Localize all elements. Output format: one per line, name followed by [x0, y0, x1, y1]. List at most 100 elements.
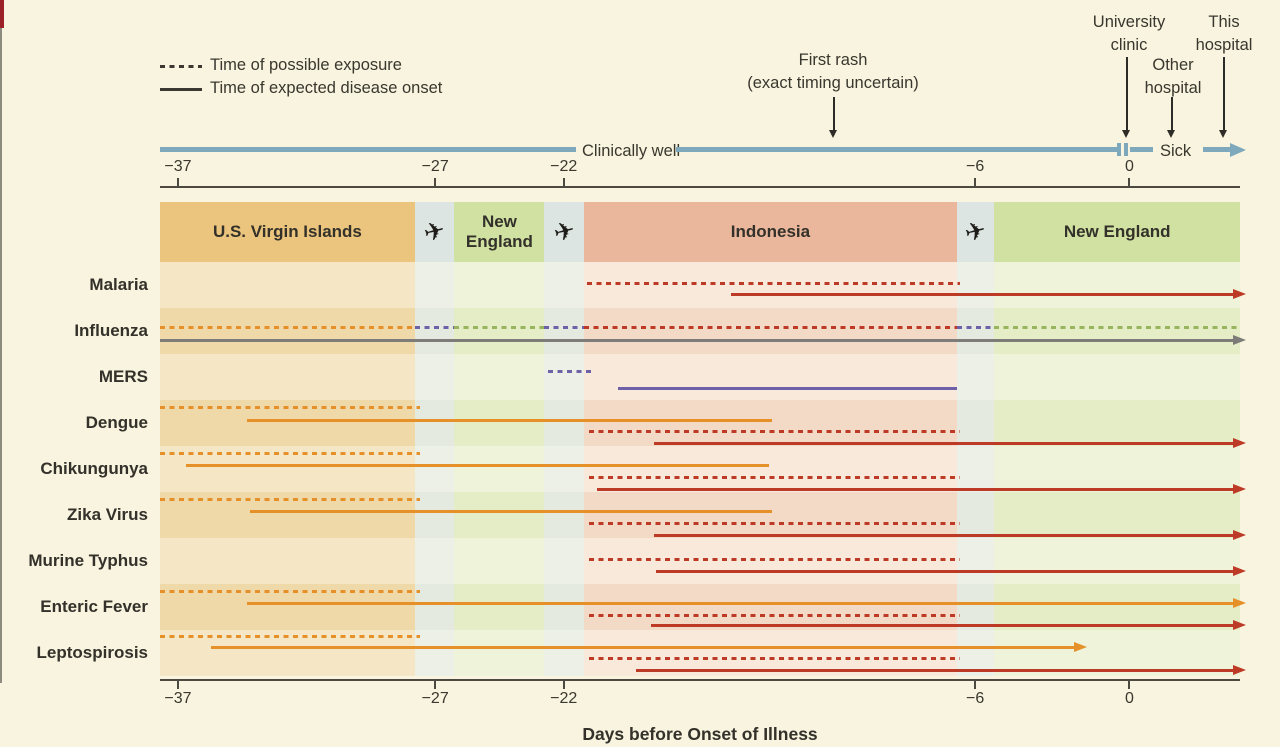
solid-red-line	[653, 533, 1234, 537]
region-cell	[454, 400, 545, 446]
row-label-chikungunya: Chikungunya	[40, 459, 148, 478]
top-axis-tick	[434, 178, 437, 186]
solid-orange-line	[211, 645, 1075, 649]
bottom-axis-tick	[974, 681, 977, 689]
line-arrowhead	[1233, 597, 1246, 608]
other-hospital-line1: Other	[1152, 56, 1194, 74]
region-cell	[584, 630, 957, 676]
bottom-axis-ticklabel: −6	[966, 690, 985, 707]
university-clinic-line2: clinic	[1110, 36, 1148, 54]
annotation-university-clinic: University clinic	[1049, 11, 1209, 57]
region-cell	[994, 262, 1240, 308]
row-label-dengue: Dengue	[85, 413, 148, 432]
region-cell	[544, 492, 585, 538]
bottom-axis-ticklabel: −22	[550, 690, 578, 707]
row-label-leptospirosis: Leptospirosis	[36, 643, 148, 662]
dashed-orange-line	[160, 325, 415, 329]
region-cell	[454, 630, 545, 676]
legend-dashed-label: Time of possible exposure	[210, 56, 402, 74]
region-cell	[454, 446, 545, 492]
dashed-red-line	[589, 475, 960, 479]
row-label-murine-typhus: Murine Typhus	[28, 551, 148, 570]
region-cell	[454, 492, 545, 538]
university-clinic-line1: University	[1092, 13, 1166, 31]
dashed-orange-line	[160, 634, 420, 638]
annotation-other-hospital: Other hospital	[1113, 54, 1233, 100]
line-arrowhead	[1233, 334, 1246, 345]
region-header-4	[584, 202, 957, 262]
region-cell	[994, 354, 1240, 400]
this-hospital-arrow-stem	[1222, 57, 1225, 130]
region-cell	[454, 308, 545, 354]
region-cell	[160, 354, 415, 400]
top-axis-ticklabel: −27	[421, 158, 449, 175]
line-arrowhead	[1233, 565, 1246, 576]
bottom-axis-line	[160, 679, 1240, 681]
dashed-green-line	[454, 325, 545, 329]
region-cell	[956, 446, 995, 492]
first-rash-arrow-stem	[832, 97, 835, 130]
dashed-orange-line	[160, 497, 420, 501]
region-cell	[584, 262, 957, 308]
region-cell	[544, 538, 585, 584]
page-border-gray	[0, 28, 2, 683]
status-bar-segment	[1203, 147, 1232, 152]
solid-red-line	[653, 441, 1234, 445]
region-cell	[994, 400, 1240, 446]
solid-red-line	[635, 668, 1234, 672]
row-label-enteric-fever: Enteric Fever	[40, 597, 148, 616]
region-cell	[414, 492, 455, 538]
region-cell	[584, 584, 957, 630]
legend-solid-label: Time of expected disease onset	[210, 79, 443, 97]
region-cell	[544, 630, 585, 676]
dashed-red-line	[584, 325, 957, 329]
bottom-axis-ticklabel: 0	[1124, 690, 1134, 707]
solid-red-line	[597, 487, 1234, 491]
region-cell	[584, 492, 957, 538]
region-cell	[956, 584, 995, 630]
region-cell	[414, 308, 455, 354]
solid-gray-line	[160, 338, 1234, 342]
dashed-red-line	[589, 521, 960, 525]
bottom-axis-tick	[1128, 681, 1131, 689]
region-cell	[956, 308, 995, 354]
other-hospital-arrow-tip	[1167, 130, 1176, 138]
solid-orange-line	[250, 509, 772, 513]
this-hospital-arrow-tip	[1218, 130, 1227, 138]
dashed-orange-line	[160, 589, 420, 593]
region-cell	[414, 400, 455, 446]
university-clinic-arrow-stem	[1125, 57, 1128, 130]
other-hospital-arrow-stem	[1171, 97, 1174, 130]
region-cell	[544, 354, 585, 400]
line-arrowhead	[1233, 437, 1246, 448]
dashed-green-line	[994, 325, 1240, 329]
region-cell	[584, 308, 957, 354]
top-axis-line	[160, 186, 1240, 188]
region-label-4: Indonesia	[730, 222, 811, 241]
region-cell	[454, 538, 545, 584]
region-header-3	[544, 202, 585, 262]
region-cell	[454, 584, 545, 630]
region-cell	[544, 446, 585, 492]
line-arrowhead	[1233, 529, 1246, 540]
region-header-5	[956, 202, 995, 262]
region-cell	[414, 584, 455, 630]
row-label-malaria: Malaria	[89, 275, 148, 294]
region-cell	[160, 262, 415, 308]
dashed-orange-line	[160, 405, 420, 409]
airplane-icon: ✈	[550, 215, 578, 249]
region-cell	[956, 262, 995, 308]
region-cell	[956, 538, 995, 584]
first-rash-line1: First rash	[798, 51, 868, 69]
dashed-purple-line	[544, 325, 585, 329]
dashed-red-line	[589, 613, 960, 617]
region-cell	[994, 308, 1240, 354]
region-header-2	[454, 202, 545, 262]
dashed-purple-line	[548, 369, 592, 373]
dashed-orange-line	[160, 451, 420, 455]
top-axis-tick	[562, 178, 565, 186]
page-border-red	[0, 0, 4, 28]
region-cell	[956, 630, 995, 676]
line-arrowhead	[1233, 619, 1246, 630]
